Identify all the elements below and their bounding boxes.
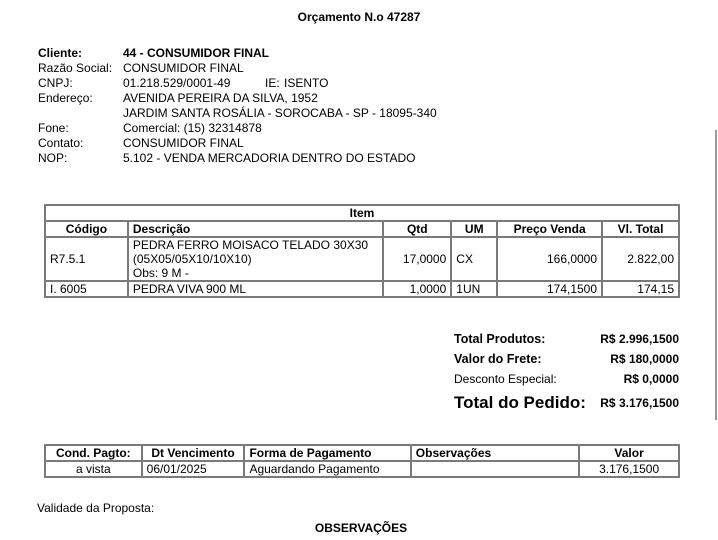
cell-total: 2.822,00	[601, 236, 680, 282]
endereco-line2: JARDIM SANTA ROSÁLIA - SOROCABA - SP - 1…	[123, 106, 437, 120]
col-total: Vl. Total	[601, 220, 680, 238]
cell-forma: Aguardando Pagamento	[243, 460, 412, 478]
page-edge-divider	[715, 130, 717, 420]
contato-value: CONSUMIDOR FINAL	[123, 136, 244, 150]
cliente-label: Cliente:	[38, 46, 83, 60]
ie-label: IE:	[265, 76, 280, 90]
total-pedido-value: R$ 3.176,1500	[600, 396, 679, 410]
items-header-row: Código Descrição Qtd UM Preço Venda Vl. …	[44, 220, 680, 238]
col-observacoes: Observações	[409, 444, 581, 462]
razao-label: Razão Social:	[38, 61, 113, 75]
nop-label: NOP:	[38, 151, 68, 165]
cell-total: 174,15	[601, 280, 680, 298]
endereco-label: Endereço:	[38, 91, 93, 105]
table-row: a vista 06/01/2025 Aguardando Pagamento …	[44, 460, 680, 478]
col-qtd: Qtd	[382, 220, 453, 238]
items-caption: Item	[44, 204, 680, 222]
col-descricao: Descrição	[126, 220, 385, 238]
cell-codigo: R7.5.1	[44, 236, 129, 282]
cell-codigo: I. 6005	[44, 280, 129, 298]
cell-descricao: PEDRA VIVA 900 ML	[126, 280, 385, 298]
table-row: I. 6005 PEDRA VIVA 900 ML 1,0000 1UN 174…	[44, 280, 680, 298]
col-vencimento: Dt Vencimento	[140, 444, 246, 462]
col-valor: Valor	[578, 444, 680, 462]
cell-preco: 174,1500	[496, 280, 604, 298]
razao-value: CONSUMIDOR FINAL	[123, 61, 244, 75]
col-um: UM	[450, 220, 499, 238]
cell-qtd: 17,0000	[382, 236, 453, 282]
col-codigo: Código	[44, 220, 129, 238]
cnpj-value: 01.218.529/0001-49	[123, 76, 231, 90]
total-produtos-value: R$ 2.996,1500	[600, 332, 679, 346]
items-table: Item Código Descrição Qtd UM Preço Venda…	[44, 204, 680, 298]
payment-header-row: Cond. Pagto: Dt Vencimento Forma de Paga…	[44, 444, 680, 462]
desc-line1: PEDRA FERRO MOISACO TELADO 30X30	[132, 238, 369, 252]
payment-table: Cond. Pagto: Dt Vencimento Forma de Paga…	[44, 444, 680, 478]
desc-line2: (05X05/05X10/10X10)	[132, 252, 252, 266]
cell-obs	[409, 460, 581, 478]
cliente-value: 44 - CONSUMIDOR FINAL	[123, 46, 270, 60]
observacoes-title: OBSERVAÇÕES	[314, 521, 408, 535]
col-preco: Preço Venda	[496, 220, 604, 238]
fone-value: Comercial: (15) 32314878	[123, 121, 262, 135]
cell-um: 1UN	[450, 280, 499, 298]
col-forma: Forma de Pagamento	[243, 444, 412, 462]
cnpj-label: CNPJ:	[38, 76, 73, 90]
total-produtos-label: Total Produtos:	[454, 332, 546, 346]
cell-venc: 06/01/2025	[140, 460, 246, 478]
nop-value: 5.102 - VENDA MERCADORIA DENTRO DO ESTAD…	[123, 151, 416, 165]
page-title: Orçamento N.o 47287	[297, 10, 421, 24]
desconto-label: Desconto Especial:	[454, 372, 557, 386]
endereco-line1: AVENIDA PEREIRA DA SILVA, 1952	[123, 91, 318, 105]
col-cond-pagto: Cond. Pagto:	[44, 444, 143, 462]
cell-preco: 166,0000	[496, 236, 604, 282]
table-row: R7.5.1 PEDRA FERRO MOISACO TELADO 30X30 …	[44, 236, 680, 282]
desconto-value: R$ 0,0000	[623, 372, 679, 386]
cell-cond: a vista	[44, 460, 143, 478]
desc-obs: Obs: 9 M -	[132, 266, 189, 280]
fone-label: Fone:	[38, 121, 69, 135]
cell-qtd: 1,0000	[382, 280, 453, 298]
frete-label: Valor do Frete:	[454, 352, 542, 366]
cell-um: CX	[450, 236, 499, 282]
contato-label: Contato:	[38, 136, 84, 150]
ie-value: ISENTO	[284, 76, 329, 90]
total-pedido-label: Total do Pedido:	[454, 393, 586, 412]
frete-value: R$ 180,0000	[610, 352, 679, 366]
cell-descricao: PEDRA FERRO MOISACO TELADO 30X30 (05X05/…	[126, 236, 385, 282]
validade-label: Validade da Proposta:	[37, 501, 155, 515]
cell-valor: 3.176,1500	[578, 460, 680, 478]
